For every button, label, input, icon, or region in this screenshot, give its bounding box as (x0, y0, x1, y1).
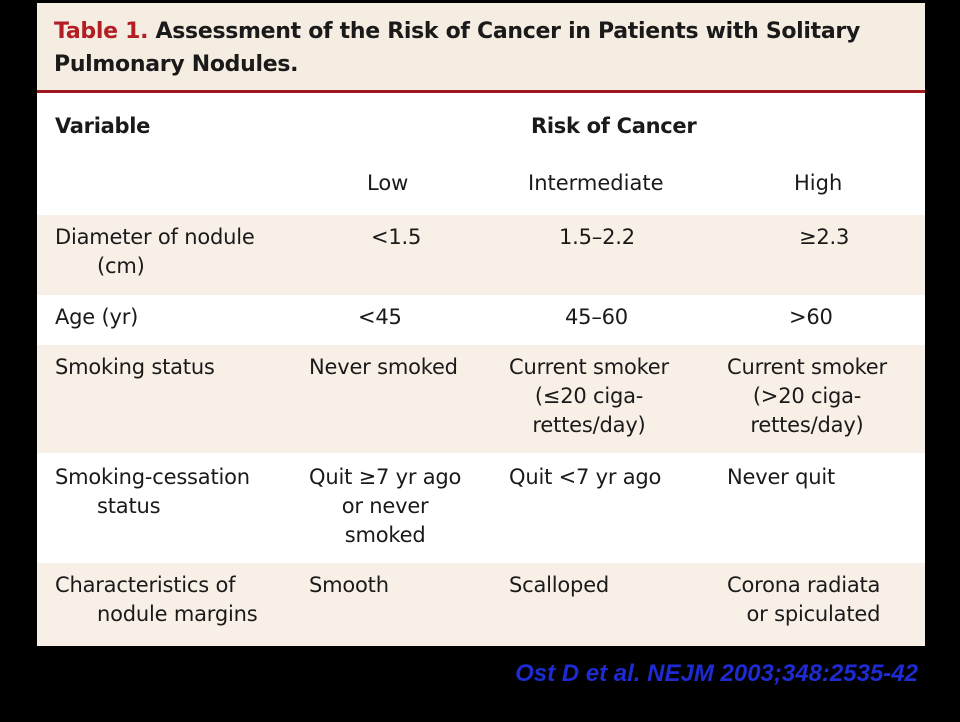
row-high: Corona radiata or spiculated (727, 573, 881, 626)
table-label: Table 1. (54, 19, 149, 44)
row-variable: Smoking-cessation status (55, 465, 250, 518)
row-intermediate: Current smoker (≤20 ciga- rettes/day) (509, 355, 669, 437)
row-low: Smooth (309, 573, 389, 597)
row-high: Current smoker (>20 ciga- rettes/day) (727, 355, 887, 437)
header-variable: Variable (55, 114, 151, 138)
header-row-2: Low Intermediate High (37, 153, 925, 215)
row-low: <1.5 (371, 225, 422, 249)
header-risk: Risk of Cancer (531, 114, 697, 138)
row-low: Never smoked (309, 355, 458, 379)
table-title: Table 1. Assessment of the Risk of Cance… (54, 15, 914, 81)
header-intermediate: Intermediate (528, 171, 664, 195)
table-title-band: Table 1. Assessment of the Risk of Cance… (37, 3, 925, 93)
row-high: >60 (789, 305, 833, 329)
row-high: ≥2.3 (799, 225, 850, 249)
row-intermediate: Scalloped (509, 573, 610, 597)
row-variable: Diameter of nodule (cm) (55, 225, 255, 278)
row-intermediate: 1.5–2.2 (559, 225, 635, 249)
row-low: Quit ≥7 yr ago or never smoked (309, 465, 462, 547)
header-row-1: Variable Risk of Cancer (37, 93, 925, 153)
header-low: Low (367, 171, 409, 195)
header-high: High (794, 171, 843, 195)
table-title-text: Assessment of the Risk of Cancer in Pati… (54, 19, 861, 77)
table-row: Smoking-cessation status Quit ≥7 yr ago … (37, 453, 925, 563)
row-variable: Smoking status (55, 355, 215, 379)
row-intermediate: 45–60 (565, 305, 628, 329)
row-low: <45 (358, 305, 402, 329)
row-high: Never quit (727, 465, 835, 489)
table-row: Smoking status Never smoked Current smok… (37, 345, 925, 453)
table-row: Age (yr) <45 45–60 >60 (37, 295, 925, 345)
row-intermediate: Quit <7 yr ago (509, 465, 662, 489)
row-variable: Characteristics of nodule margins (55, 573, 258, 626)
citation: Ost D et al. NEJM 2003;348:2535-42 (515, 660, 918, 687)
row-variable: Age (yr) (55, 305, 139, 329)
table-row: Diameter of nodule (cm) <1.5 1.5–2.2 ≥2.… (37, 215, 925, 295)
table-row: Characteristics of nodule margins Smooth… (37, 563, 925, 646)
table-card: Table 1. Assessment of the Risk of Cance… (37, 3, 925, 646)
